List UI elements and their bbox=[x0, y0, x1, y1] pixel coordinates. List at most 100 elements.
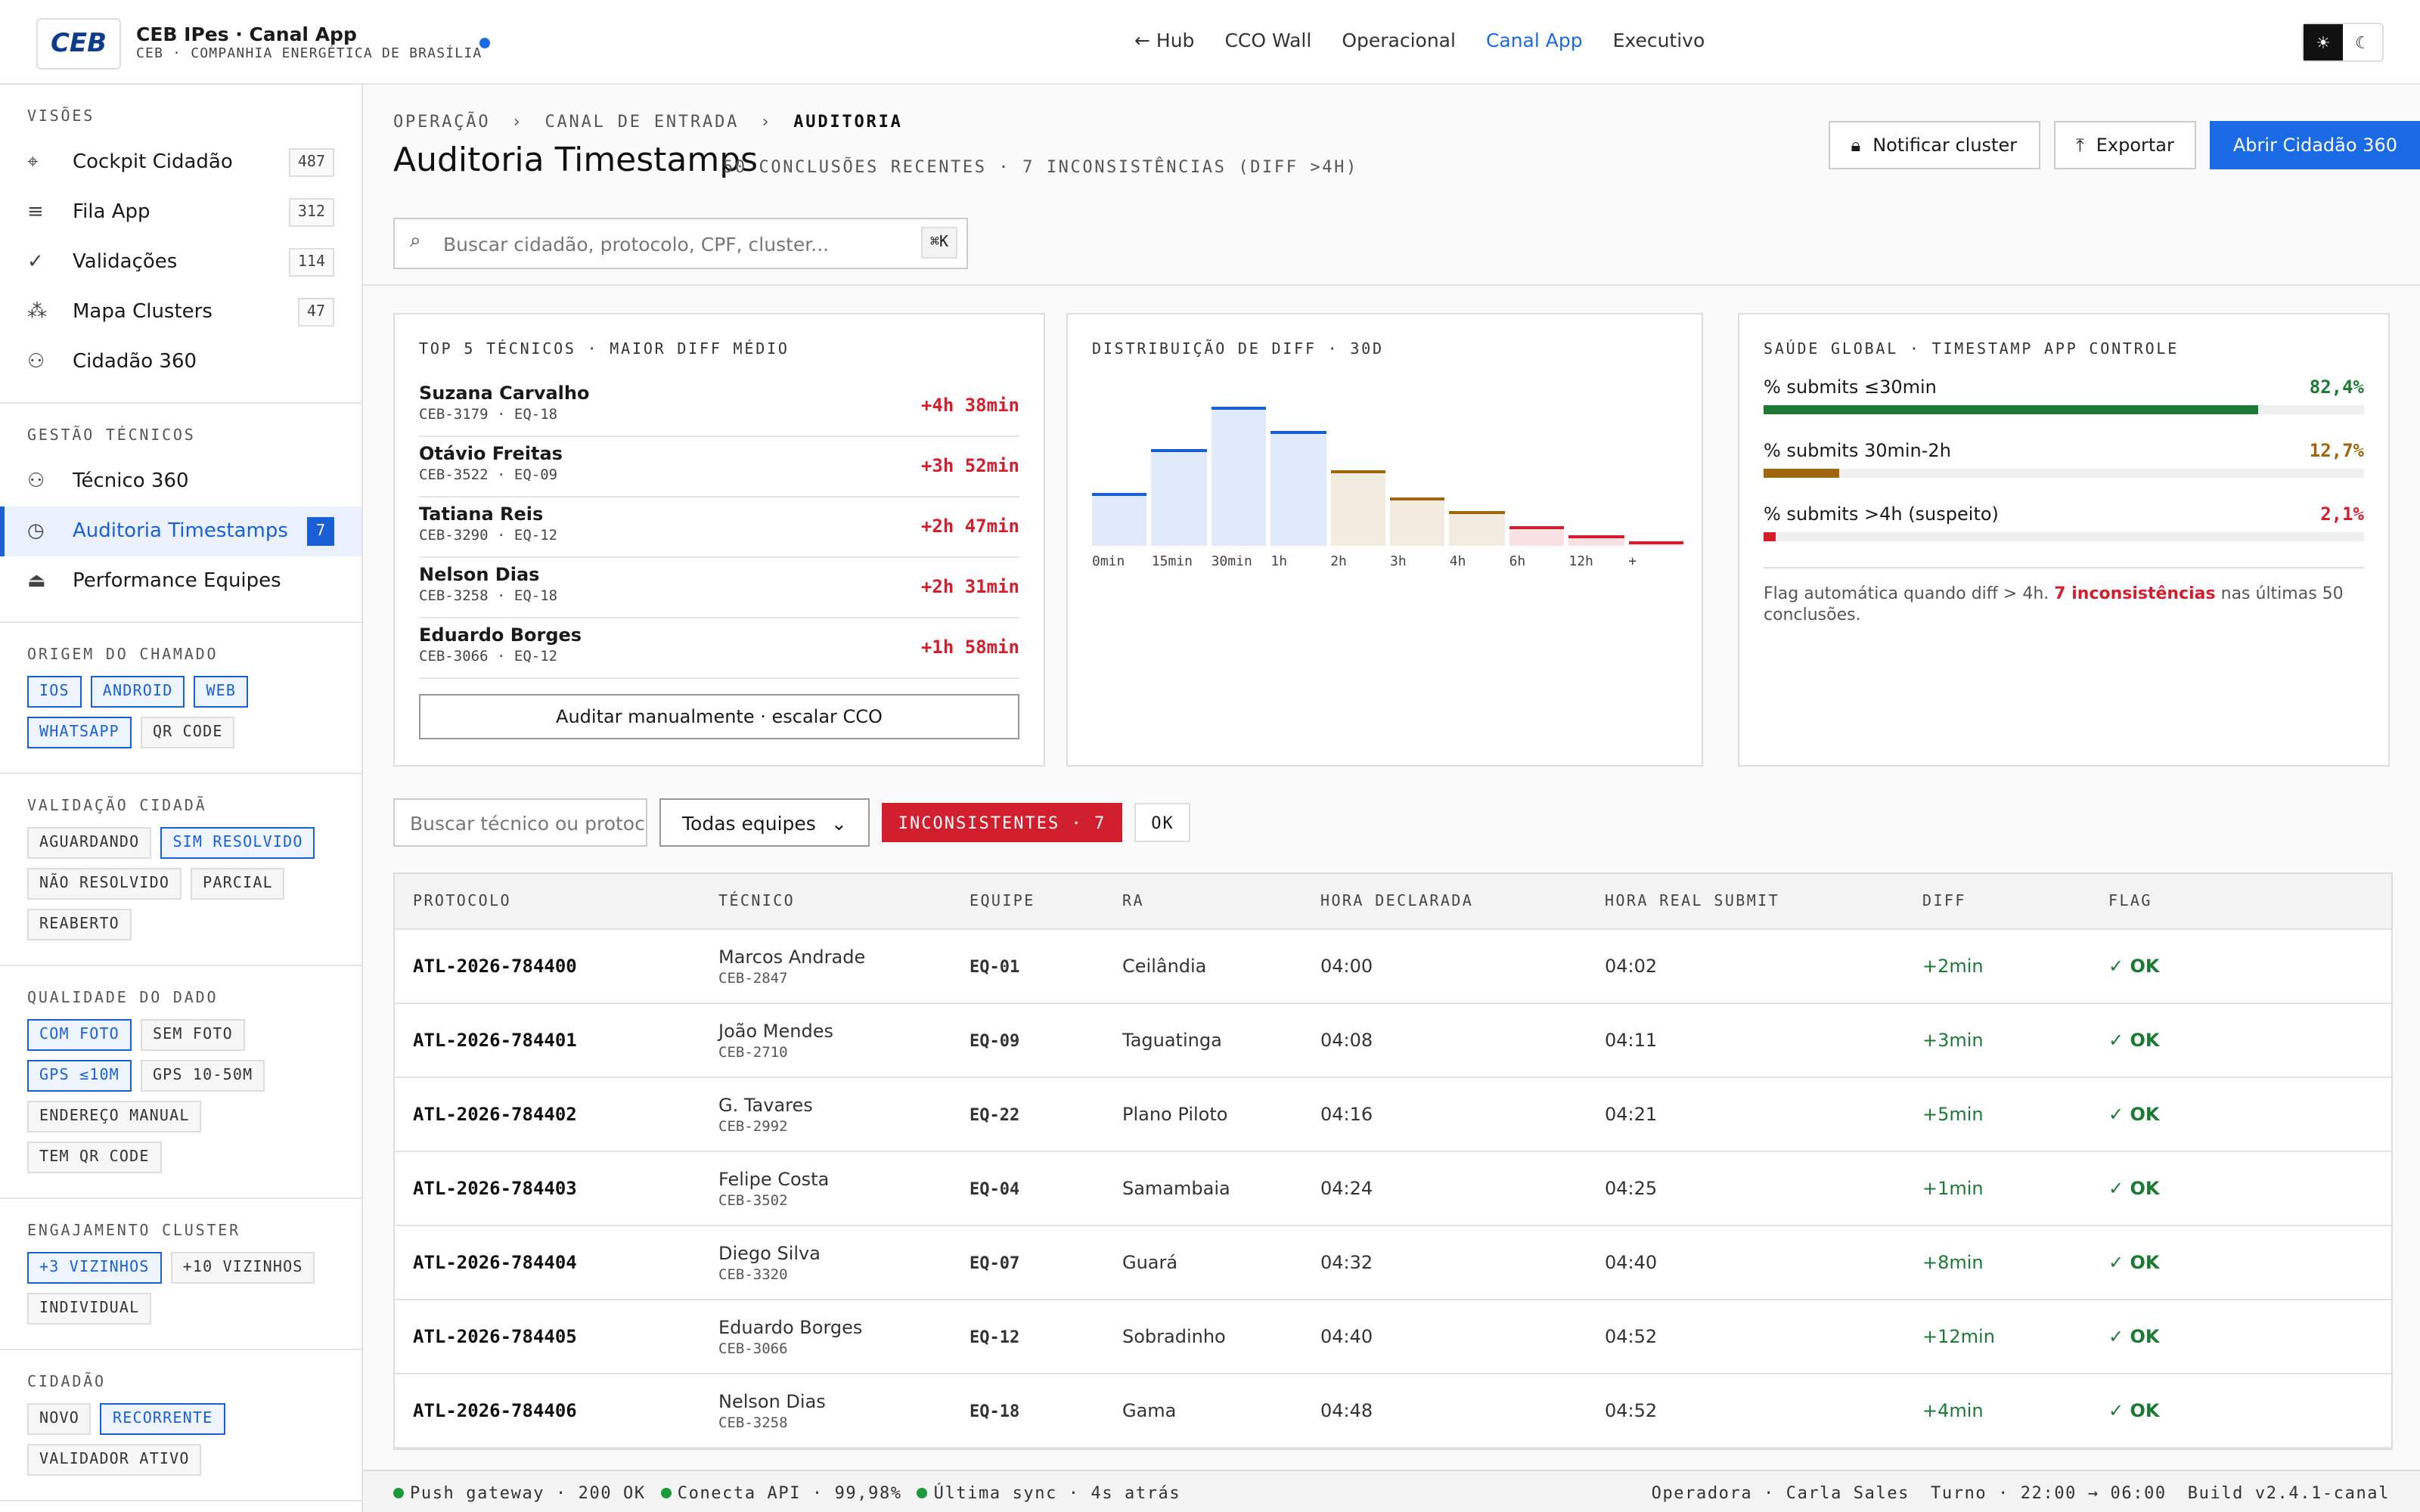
filter-chip[interactable]: GPS ≤10M bbox=[27, 1060, 132, 1092]
filter-chip[interactable]: +3 VIZINHOS bbox=[27, 1252, 162, 1284]
button-label: Abrir Cidadão 360 bbox=[2232, 135, 2397, 156]
filter-chip[interactable]: TEM QR CODE bbox=[27, 1142, 162, 1173]
button[interactable]: 🔒︎ Notificar cluster bbox=[1828, 121, 2040, 169]
nav-item[interactable]: ◷ Auditoria Timestamps 7 bbox=[0, 507, 361, 556]
crumb[interactable]: OPERAÇÃO bbox=[393, 112, 491, 132]
button[interactable]: ⤒ Exportar bbox=[2053, 121, 2197, 169]
filter-chip[interactable]: PARCIAL bbox=[191, 868, 285, 900]
section-title: ORIGEM DO CHAMADO bbox=[27, 647, 219, 664]
submit-time: 04:11 bbox=[1605, 1030, 1658, 1051]
audit-button[interactable]: Auditar manualmente · escalar CCO bbox=[419, 694, 1019, 739]
filter-chip[interactable]: NÃO RESOLVIDO bbox=[27, 868, 182, 900]
bar bbox=[1330, 470, 1385, 546]
placeholder: Buscar cidadão, protocolo, CPF, cluster.… bbox=[443, 232, 830, 255]
filter-chip[interactable]: AGUARDANDO bbox=[27, 827, 152, 859]
nav-item[interactable]: ✓ Validações 114 bbox=[0, 237, 361, 287]
card-title: SAÚDE GLOBAL · TIMESTAMP APP CONTROLE bbox=[1764, 342, 2180, 358]
submit-time: 04:52 bbox=[1605, 1326, 1658, 1347]
section-title: VALIDAÇÃO CIDADÃ bbox=[27, 798, 207, 815]
table-row[interactable]: ATL-2026-784403 Felipe Costa CEB-3502 EQ-04… bbox=[395, 1152, 2391, 1226]
icon: ⌖ bbox=[27, 151, 39, 174]
nav-link[interactable]: CCO Wall bbox=[1224, 29, 1312, 51]
item-label: Mapa Clusters bbox=[73, 301, 213, 324]
nav-item[interactable]: ⚇ Técnico 360 bbox=[0, 457, 361, 507]
table-row[interactable]: ATL-2026-784401 João Mendes CEB-2710 EQ-09 T… bbox=[395, 1004, 2391, 1078]
nav-link[interactable]: Canal App bbox=[1485, 29, 1583, 51]
divider bbox=[363, 284, 2420, 286]
filter-chip[interactable]: REABERTO bbox=[27, 909, 132, 940]
declared-time: 04:40 bbox=[1320, 1326, 1373, 1347]
nav-link[interactable]: Operacional bbox=[1342, 29, 1456, 51]
tech-id: CEB-3258 bbox=[419, 588, 489, 605]
item-count: 47 bbox=[297, 298, 334, 327]
note-text: nas últimas 50 conclusões. bbox=[1764, 584, 2344, 624]
histogram: 0min 15min 30min 1h 2h 3h 4h 6h 12h + bbox=[1092, 376, 1683, 570]
table-row[interactable]: ATL-2026-784405 Eduardo Borges CEB-3066 EQ-… bbox=[395, 1300, 2391, 1374]
filter-chip[interactable]: IOS bbox=[27, 676, 82, 708]
nav-item[interactable]: ⚇ Cidadão 360 bbox=[0, 337, 361, 387]
filter-chip[interactable]: VALIDADOR ATIVO bbox=[27, 1444, 202, 1476]
filter-chip[interactable]: WEB bbox=[194, 676, 249, 708]
table-row[interactable]: ATL-2026-784406 Nelson Dias CEB-3258 EQ-18 G… bbox=[395, 1374, 2391, 1448]
declared-time: 04:08 bbox=[1320, 1030, 1373, 1051]
filter-chip[interactable]: RECORRENTE bbox=[100, 1403, 225, 1435]
filter-chip[interactable]: QR CODE bbox=[140, 717, 235, 748]
filter-chip[interactable]: +10 VIZINHOS bbox=[170, 1252, 315, 1284]
filter-group: QUALIDADE DO DADO COM FOTO SEM FOTO GPS ≤10… bbox=[0, 966, 361, 1199]
button[interactable]: Abrir Cidadão 360 bbox=[2210, 121, 2420, 169]
table-row[interactable]: ATL-2026-784400 Marcos Andrade CEB-2847 EQ-… bbox=[395, 930, 2391, 1004]
filter-chip[interactable]: ANDROID bbox=[90, 676, 185, 708]
filter-chip[interactable]: ENDEREÇO MANUAL bbox=[27, 1101, 202, 1132]
info-item: Operadora · Carla Sales bbox=[1651, 1483, 1910, 1502]
tech-name: Otávio Freitas bbox=[419, 443, 563, 464]
crumb[interactable]: CANAL DE ENTRADA bbox=[544, 112, 740, 132]
search[interactable]: Buscar cidadão, protocolo, CPF, cluster.… bbox=[393, 218, 968, 269]
nav-item[interactable]: ⏏ Performance Equipes bbox=[0, 556, 361, 606]
metric-label: % submits >4h (suspeito) bbox=[1764, 503, 1999, 525]
nav-item[interactable]: ⌖ Cockpit Cidadão 487 bbox=[0, 138, 361, 187]
dark-theme[interactable]: ☾ bbox=[2355, 33, 2370, 52]
filter-chip[interactable]: GPS 10-50M bbox=[140, 1060, 265, 1092]
crumb[interactable]: AUDITORIA bbox=[793, 112, 903, 132]
chip-list: NOVO RECORRENTE VALIDADOR ATIVO bbox=[0, 1403, 361, 1485]
filter-chip[interactable]: NOVO bbox=[27, 1403, 92, 1435]
tech-name: Nelson Dias bbox=[419, 564, 540, 585]
filter-chip[interactable]: SIM RESOLVIDO bbox=[160, 827, 315, 859]
audit-table: PROTOCOLO TÉCNICO EQUIPE RA HORA DECLARADA HO… bbox=[393, 872, 2393, 1450]
page-subtitle: 50 CONCLUSÕES RECENTES · 7 INCONSISTÊNCI… bbox=[723, 157, 1358, 177]
filter-chip[interactable]: SEM FOTO bbox=[140, 1019, 245, 1051]
icon: ⚇ bbox=[27, 470, 45, 493]
nav-item[interactable]: ⁂ Mapa Clusters 47 bbox=[0, 287, 361, 337]
nav-link[interactable]: ← Hub bbox=[1134, 29, 1195, 51]
icon: ⏏ bbox=[27, 570, 46, 593]
filter-toggle[interactable]: OK bbox=[1134, 803, 1191, 842]
team-select[interactable]: Todas equipes ⌄ bbox=[659, 798, 870, 847]
filter-toggle[interactable]: INCONSISTENTES · 7 bbox=[881, 803, 1123, 842]
section-title: ENGAJAMENTO CLUSTER bbox=[27, 1223, 240, 1240]
nav-link[interactable]: Executivo bbox=[1612, 29, 1705, 51]
nav-item[interactable]: ≡ Fila App 312 bbox=[0, 187, 361, 237]
chip-list: COM FOTO SEM FOTO GPS ≤10M GPS 10-50M ENDERE… bbox=[0, 1019, 361, 1182]
table-row[interactable]: ATL-2026-784402 G. Tavares CEB-2992 EQ-22 Pl… bbox=[395, 1078, 2391, 1152]
metric: % submits ≤30min 82,4% bbox=[1764, 376, 2364, 414]
region: Sobradinho bbox=[1122, 1326, 1226, 1347]
page-title: Auditoria Timestamps bbox=[393, 142, 759, 180]
status-item: Conecta API · 99,98% bbox=[661, 1483, 902, 1502]
flag-label: OK bbox=[2130, 956, 2160, 977]
tech-search[interactable]: Buscar técnico ou protocolo bbox=[393, 798, 647, 847]
bin-label: 2h bbox=[1330, 555, 1347, 570]
protocol: ATL-2026-784403 bbox=[413, 1178, 577, 1199]
filter-chip[interactable]: INDIVIDUAL bbox=[27, 1293, 152, 1325]
team: EQ-22 bbox=[970, 1105, 1020, 1124]
bar bbox=[1628, 541, 1683, 546]
table-row[interactable]: ATL-2026-784404 Diego Silva CEB-3320 EQ-07 G… bbox=[395, 1226, 2391, 1300]
submit-time: 04:02 bbox=[1605, 956, 1658, 977]
tech-id: CEB-3258 bbox=[718, 1414, 788, 1431]
distribution-card: DISTRIBUIÇÃO DE DIFF · 30D 0min 15min 30min… bbox=[1066, 313, 1703, 767]
info-item: Build v2.4.1-canal bbox=[2187, 1483, 2390, 1502]
filter-chip[interactable]: WHATSAPP bbox=[27, 717, 132, 748]
filter-chip[interactable]: COM FOTO bbox=[27, 1019, 132, 1051]
light-theme[interactable]: ☀ bbox=[2304, 24, 2343, 60]
tech-team: EQ-09 bbox=[513, 467, 558, 484]
bin-label: + bbox=[1628, 555, 1637, 570]
